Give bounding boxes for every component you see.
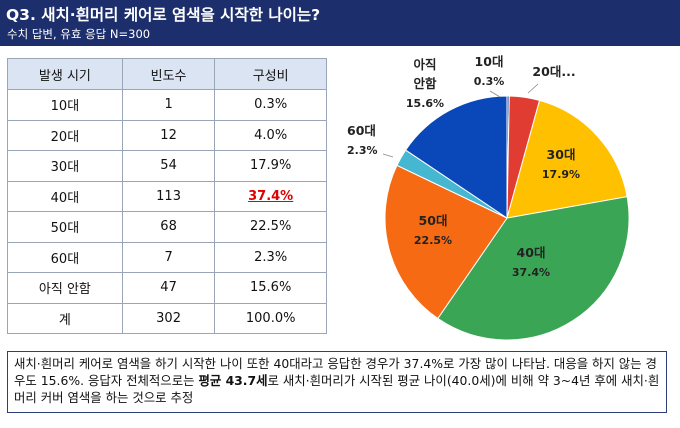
slice-name-label: 50대 — [419, 213, 448, 228]
table-cell: 10대 — [7, 89, 123, 121]
table-cell: 50대 — [7, 211, 123, 243]
question-header: Q3. 새치·흰머리 케어로 염색을 시작한 나이는? 수치 답변, 유효 응답… — [0, 0, 680, 46]
leader-line — [382, 153, 394, 158]
slice-label: 40대 37.4% — [512, 245, 550, 279]
slice-name-label: 10대 — [475, 55, 504, 69]
pie-chart: 10대 0.3% 20대... 30대 17.9% 40대 37.4% 50대 22.5% 60대… — [347, 55, 630, 341]
table-cell: 계 — [7, 302, 123, 334]
slice-value-label: 15.6% — [406, 97, 444, 110]
slice-name-label: 30대 — [547, 147, 576, 162]
table-row: 60대 7 2.3% — [7, 241, 327, 273]
table-cell: 7 — [121, 241, 216, 273]
table-cell: 54 — [121, 150, 216, 182]
table-cell: 113 — [121, 180, 216, 212]
table-cell: 22.5% — [214, 211, 327, 243]
slice-label: 20대... — [532, 64, 575, 79]
slice-name-label: 40대 — [517, 245, 546, 260]
slice-label: 60대 2.3% — [347, 123, 378, 157]
table-cell: 60대 — [7, 241, 123, 273]
slice-name-label: 아직 — [413, 57, 436, 72]
note-text: 로 새치·흰머리가 시작된 평균 나이(40.0세)에 비해 약 3~4년 후에… — [14, 373, 660, 405]
column-header: 발생 시기 — [7, 58, 123, 90]
table-cell: 40대 — [7, 180, 123, 212]
table-cell: 30대 — [7, 150, 123, 182]
table-row: 40대 113 37.4% — [7, 180, 327, 212]
table-row: 아직 안함 47 15.6% — [7, 272, 327, 304]
slice-label: 50대 22.5% — [414, 213, 452, 247]
note-text: 새치·흰머리 케어로 염색을 하기 시작한 나이 또한 40대라고 응답한 경우… — [14, 356, 657, 388]
column-header: 빈도수 — [121, 58, 216, 90]
highlighted-cell: 37.4% — [214, 180, 327, 212]
pie-slice — [506, 99, 628, 219]
table-cell: 17.9% — [214, 150, 327, 182]
table-cell: 20대 — [7, 119, 123, 151]
slice-value-label: 2.3% — [347, 144, 378, 157]
slice-name-label: 60대 — [347, 123, 376, 138]
slice-name-label: 안함 — [413, 76, 437, 91]
frequency-table: 발생 시기 빈도수 구성비 10대 1 0.3% 20대 12 4.0% 30대… — [7, 58, 327, 334]
table-cell: 68 — [121, 211, 216, 243]
table-cell: 15.6% — [214, 272, 327, 304]
table-cell: 1 — [121, 89, 216, 121]
slice-value-label: 0.3% — [474, 75, 505, 88]
table-row: 30대 54 17.9% — [7, 150, 327, 182]
column-header: 구성비 — [214, 58, 327, 90]
table-row: 10대 1 0.3% — [7, 89, 327, 121]
table-cell: 0.3% — [214, 89, 327, 121]
table-cell: 100.0% — [214, 302, 327, 334]
question-title: Q3. 새치·흰머리 케어로 염색을 시작한 나이는? — [6, 6, 321, 24]
table-cell: 12 — [121, 119, 216, 151]
slice-label: 10대 0.3% — [474, 55, 505, 88]
table-cell: 302 — [121, 302, 216, 334]
slice-value-label: 17.9% — [542, 168, 580, 181]
slice-value-label: 37.4% — [512, 266, 550, 279]
leader-line — [489, 90, 501, 98]
slice-value-label: 22.5% — [414, 234, 452, 247]
table-cell: 아직 안함 — [7, 272, 123, 304]
table-row: 20대 12 4.0% — [7, 119, 327, 151]
table-cell: 2.3% — [214, 241, 327, 273]
pie-slice — [437, 196, 630, 341]
table-total-row: 계 302 100.0% — [7, 302, 327, 334]
note-emphasis: 평균 43.7세 — [198, 373, 268, 388]
summary-note: 새치·흰머리 케어로 염색을 하기 시작한 나이 또한 40대라고 응답한 경우… — [7, 351, 667, 413]
table-row: 50대 68 22.5% — [7, 211, 327, 243]
table-cell: 4.0% — [214, 119, 327, 151]
slice-label: 30대 17.9% — [542, 147, 580, 181]
table-header-row: 발생 시기 빈도수 구성비 — [7, 58, 327, 90]
slice-name-label: 20대... — [532, 64, 575, 79]
question-subtitle: 수치 답변, 유효 응답 N=300 — [7, 27, 151, 41]
table-cell: 47 — [121, 272, 216, 304]
leader-line — [527, 83, 539, 94]
